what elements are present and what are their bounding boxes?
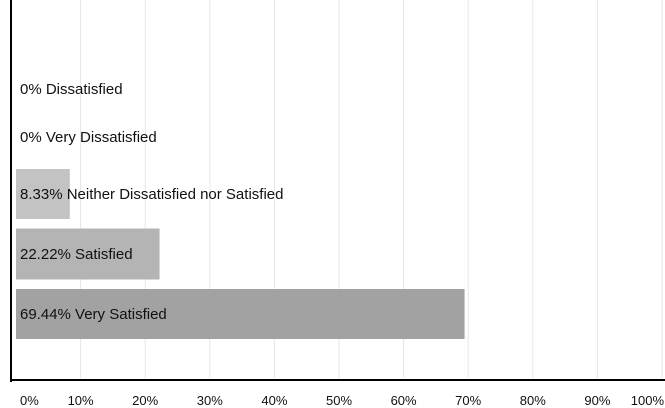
x-tick-label-20: 20% <box>132 393 158 408</box>
x-axis-tick-labels: 0% 10% 20% 30% 40% 50% 60% 70% 80% 90% 100% <box>20 393 664 408</box>
data-label-very-satisfied: 69.44% Very Satisfied <box>20 306 167 323</box>
x-tick-label-0: 0% <box>20 393 39 408</box>
x-tick-label-50: 50% <box>326 393 352 408</box>
bars <box>16 169 465 339</box>
data-label-very-dissatisfied: 0% Very Dissatisfied <box>20 129 157 146</box>
x-tick-label-70: 70% <box>455 393 481 408</box>
x-tick-label-40: 40% <box>261 393 287 408</box>
x-tick-label-10: 10% <box>68 393 94 408</box>
x-tick-label-100: 100% <box>631 393 665 408</box>
axes <box>10 0 665 382</box>
data-label-dissatisfied: 0% Dissatisfied <box>20 81 123 98</box>
data-label-satisfied: 22.22% Satisfied <box>20 246 133 263</box>
x-tick-label-30: 30% <box>197 393 223 408</box>
x-tick-label-80: 80% <box>520 393 546 408</box>
gridlines <box>80 0 663 378</box>
x-tick-label-60: 60% <box>391 393 417 408</box>
data-label-neither-dissatisfied-nor-satisfied: 8.33% Neither Dissatisfied nor Satisfied <box>20 186 283 203</box>
bar-satisfied <box>16 228 160 280</box>
x-tick-label-90: 90% <box>584 393 610 408</box>
bar-neither-dissatisfied-nor-satisfied <box>16 169 70 219</box>
data-labels: 0% Dissatisfied 0% Very Dissatisfied 8.33%… <box>20 81 283 323</box>
bar-very-satisfied <box>16 289 465 339</box>
